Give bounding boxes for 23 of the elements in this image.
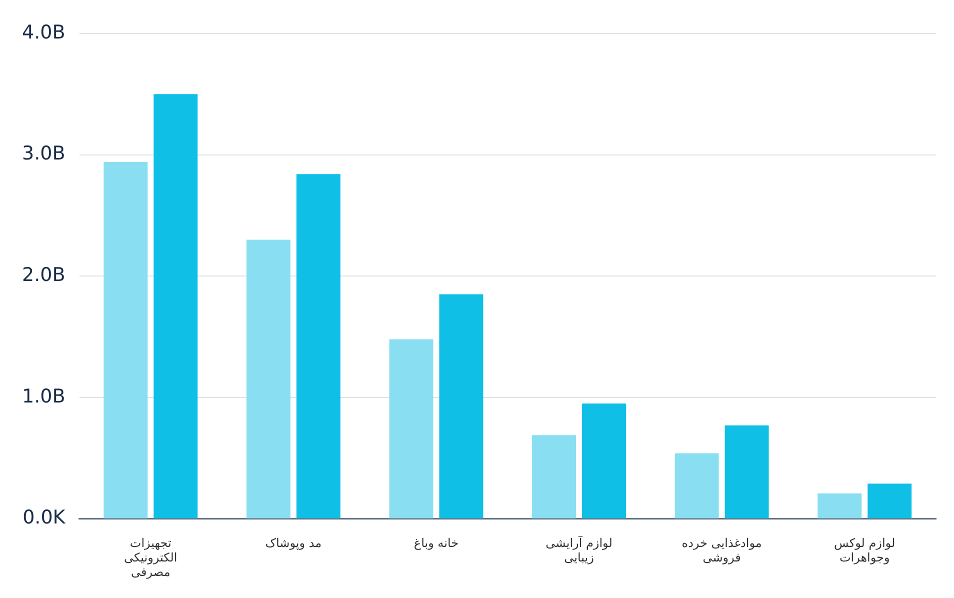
bar <box>818 493 862 518</box>
y-tick-label: 0.0K <box>22 506 66 529</box>
y-tick-label: 1.0B <box>22 385 66 408</box>
bar <box>674 453 719 518</box>
x-tick-label: مد وپوشاک <box>265 536 322 550</box>
x-tick-label: خانه وباغ <box>414 536 459 550</box>
bar <box>532 435 576 518</box>
y-tick-label: 4.0B <box>22 21 66 44</box>
x-tick-label: لوازم آرایشی زیبایی <box>546 535 612 565</box>
bar <box>439 294 484 518</box>
y-tick-label: 3.0B <box>22 142 66 165</box>
x-tick-label: تجهیزات الکترونیکی مصرفی <box>124 536 178 579</box>
bar <box>104 162 148 518</box>
x-tick-label: موادغذایی خرده فروشی <box>682 536 762 565</box>
bar <box>389 339 434 518</box>
y-tick-label: 2.0B <box>22 264 66 286</box>
bar <box>296 174 340 518</box>
bar <box>868 484 912 518</box>
bar <box>582 404 626 518</box>
bar <box>724 425 769 518</box>
bar <box>246 240 290 518</box>
x-tick-label: لوازم لوکس وجواهرات <box>834 536 896 565</box>
bar <box>154 94 198 518</box>
